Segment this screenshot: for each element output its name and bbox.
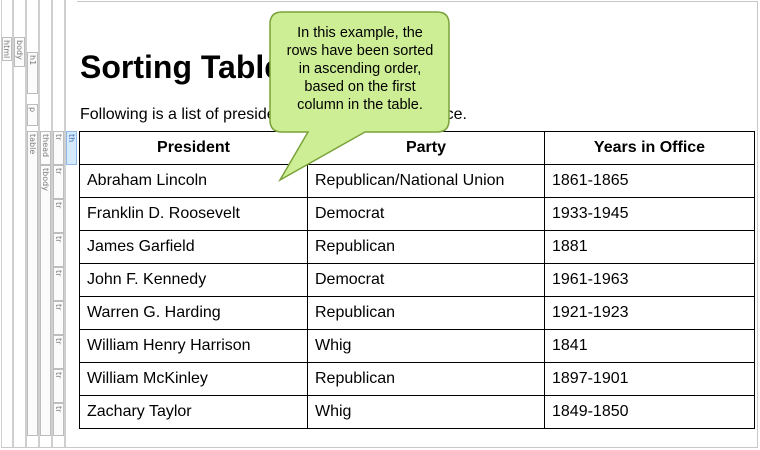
table-row: Abraham Lincoln Republican/National Unio… (79, 164, 755, 198)
callout-line: rows have been sorted (286, 43, 434, 59)
table-row: Franklin D. Roosevelt Democrat 1933-1945 (79, 197, 755, 231)
cell-president-text: John F. Kennedy (87, 271, 207, 288)
header-party[interactable]: Party (307, 131, 545, 165)
rail-body: body (13, 0, 26, 447)
tag-tr[interactable]: tr (53, 233, 64, 267)
cell-president[interactable]: Franklin D. Roosevelt (79, 197, 308, 231)
table-row: Warren G. Harding Republican 1921-1923 (79, 296, 755, 330)
intro-text-end: ce. (445, 106, 467, 123)
table-row: John F. Kennedy Democrat 1961-1963 (79, 263, 755, 297)
table-row: William McKinley Republican 1897-1901 (79, 362, 755, 396)
tag-tr[interactable]: tr (53, 369, 64, 403)
cell-party[interactable]: Democrat (307, 263, 545, 297)
cell-years[interactable]: 1933-1945 (544, 197, 755, 231)
cell-years[interactable]: 1881 (544, 230, 755, 264)
cell-party[interactable]: Republican (307, 296, 545, 330)
tag-h1[interactable]: h1 (27, 52, 38, 94)
tag-tbody[interactable]: tbody (40, 165, 51, 436)
callout-line: in ascending order, (298, 61, 422, 77)
cell-president[interactable]: William McKinley (79, 362, 308, 396)
table-head: President Party Years in Office (79, 131, 755, 165)
cell-years[interactable]: 1921-1923 (544, 296, 755, 330)
cell-party[interactable]: Republican (307, 362, 545, 396)
presidents-table: President Party Years in Office Abraham … (79, 131, 755, 429)
callout-line: column in the table. (297, 97, 423, 113)
table-row: James Garfield Republican 1881 (79, 230, 755, 264)
header-years[interactable]: Years in Office (544, 131, 755, 165)
rail-html: html (1, 0, 13, 447)
cell-president[interactable]: William Henry Harrison (79, 329, 308, 363)
cell-president[interactable]: James Garfield (79, 230, 308, 264)
tag-tr[interactable]: tr (53, 301, 64, 335)
header-row: President Party Years in Office (79, 131, 755, 165)
table-row: Zachary Taylor Whig 1849-1850 (79, 395, 755, 429)
tag-thead[interactable]: thead (40, 131, 51, 165)
callout-line: based on the first (304, 79, 416, 95)
cell-president[interactable]: Zachary Taylor (79, 395, 308, 429)
rail-level2: h1 p table (26, 0, 39, 447)
cell-party[interactable]: Whig (307, 329, 545, 363)
table-row: William Henry Harrison Whig 1841 (79, 329, 755, 363)
tag-tr[interactable]: tr (53, 335, 64, 369)
cell-president[interactable]: John F. Kennedy (79, 263, 308, 297)
tag-tr[interactable]: tr (53, 403, 64, 436)
tag-html[interactable]: html (2, 37, 12, 61)
intro-text-start: Following is a list of preside (80, 106, 276, 123)
cell-president[interactable]: Warren G. Harding (79, 296, 308, 330)
callout-line: In this example, the (297, 25, 423, 41)
rail-level4: tr tr tr tr tr tr tr tr tr (52, 0, 65, 447)
page-title: Sorting Table (80, 49, 283, 85)
rail-level3: thead tbody (39, 0, 52, 447)
cell-years[interactable]: 1849-1850 (544, 395, 755, 429)
cell-president[interactable]: Abraham Lincoln (79, 164, 308, 198)
tag-body[interactable]: body (14, 37, 25, 67)
cell-years[interactable]: 1841 (544, 329, 755, 363)
tag-tr-head[interactable]: tr (53, 131, 64, 165)
header-president[interactable]: President (79, 131, 308, 165)
tag-tr[interactable]: tr (53, 199, 64, 233)
intro-paragraph: Following is a list of preside ce. (80, 106, 467, 124)
cell-party[interactable]: Whig (307, 395, 545, 429)
tag-tr[interactable]: tr (53, 267, 64, 301)
cell-party[interactable]: Republican/National Union (307, 164, 545, 198)
tag-tr[interactable]: tr (53, 165, 64, 199)
rail-level5: th (65, 0, 77, 447)
callout-text: In this example, the rows have been sort… (275, 24, 445, 114)
cell-party[interactable]: Democrat (307, 197, 545, 231)
tag-p[interactable]: p (27, 104, 38, 126)
cell-years[interactable]: 1897-1901 (544, 362, 755, 396)
cell-years[interactable]: 1861-1865 (544, 164, 755, 198)
table-body: Abraham Lincoln Republican/National Unio… (79, 164, 755, 429)
tag-table[interactable]: table (27, 131, 38, 436)
tag-th[interactable]: th (66, 131, 77, 165)
cell-president-text: Warren G. Harding (87, 304, 221, 321)
cell-party[interactable]: Republican (307, 230, 545, 264)
cell-years[interactable]: 1961-1963 (544, 263, 755, 297)
